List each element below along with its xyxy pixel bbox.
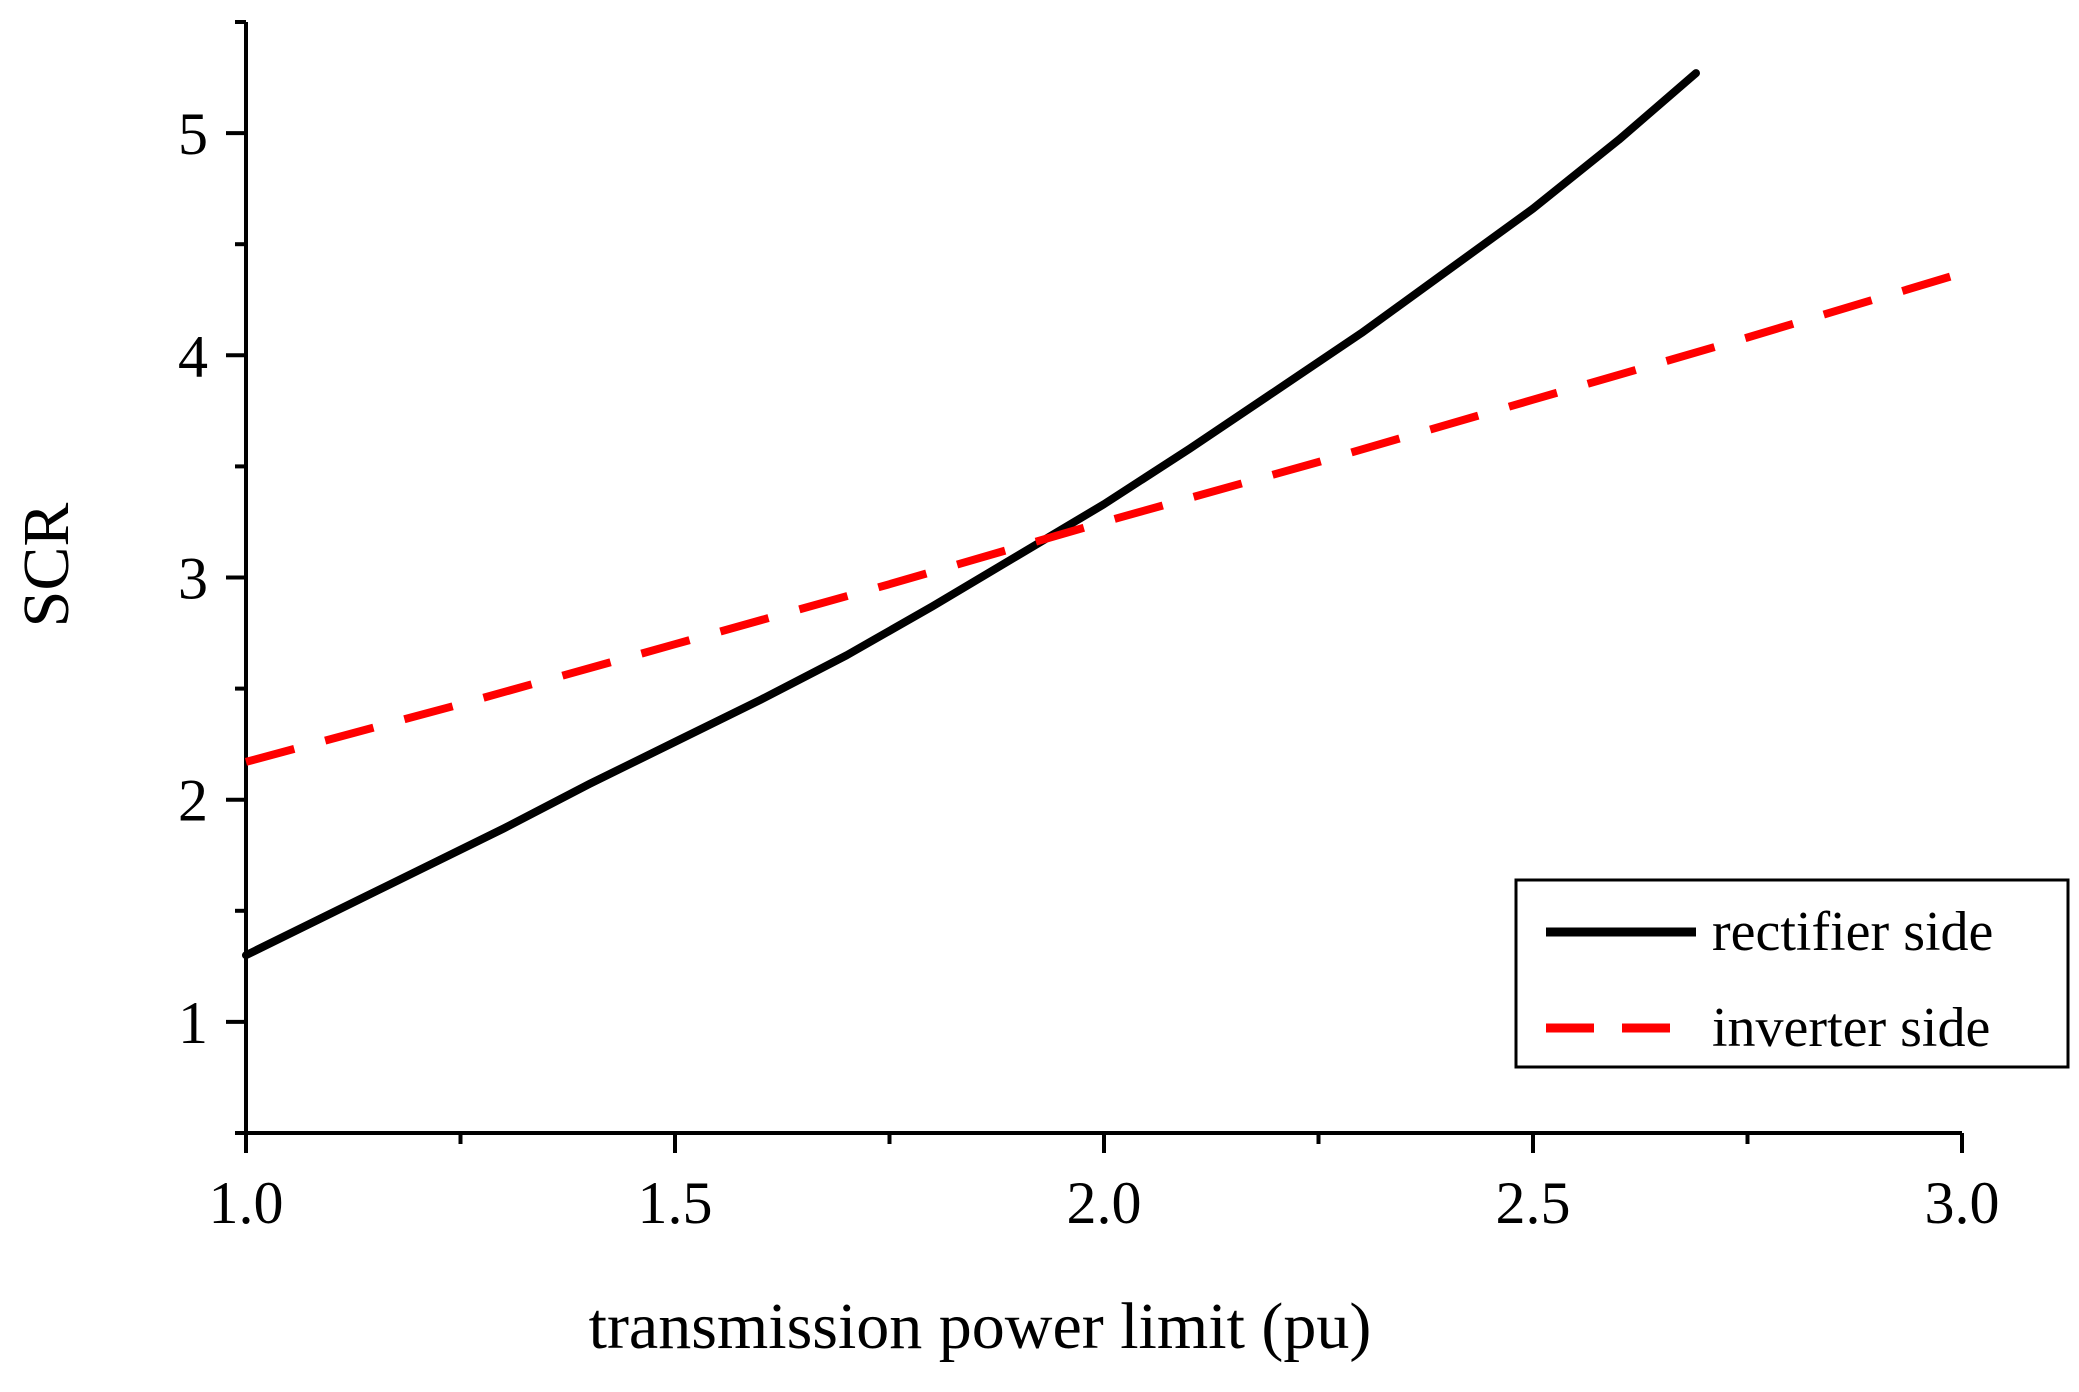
legend: rectifier side inverter side [1514,878,2070,1069]
legend-label-inverter-side: inverter side [1712,997,1990,1059]
legend-box [1514,878,2070,1069]
y-axis-title: SCR [10,503,83,628]
series-inverter-side-line [244,269,1964,766]
x-tick-label: 3.0 [1925,1170,2000,1236]
axes: 1.0 1.5 2.0 2.5 3.0 1 2 3 4 5 [178,20,2000,1236]
x-tick-label: 1.5 [638,1170,713,1236]
series-layer [242,69,1964,960]
y-tick-label: 1 [178,990,208,1056]
x-axis-title: transmission power limit (pu) [589,1290,1372,1363]
x-tick-label: 2.5 [1496,1170,1571,1236]
x-tick-label: 2.0 [1067,1170,1142,1236]
x-tick-label: 1.0 [209,1170,284,1236]
legend-label-rectifier-side: rectifier side [1712,901,1993,963]
y-tick-label: 5 [178,101,208,167]
y-tick-label: 2 [178,768,208,834]
y-tick-label: 3 [178,546,208,612]
y-tick-label: 4 [178,323,208,389]
series-rectifier-side-line [242,69,1700,960]
